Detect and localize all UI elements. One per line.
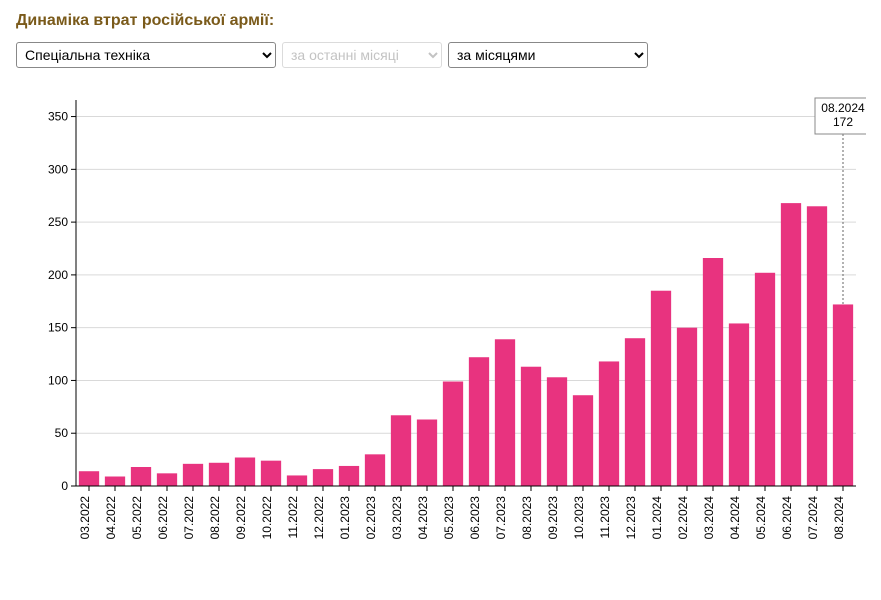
- bar[interactable]: [131, 467, 151, 486]
- y-axis-label: 50: [55, 426, 69, 440]
- chart-container: 0 50 100 150 200 250 300 350 03.2022 04.2022 05.20…: [16, 86, 866, 576]
- x-axis-label: 03.2024: [702, 496, 716, 540]
- x-axis-label: 01.2023: [338, 496, 352, 540]
- bar[interactable]: [339, 466, 359, 486]
- controls-row: Спеціальна техніка за останні місяці за …: [16, 42, 865, 68]
- grouping-select[interactable]: за місяцями: [448, 42, 648, 68]
- bar[interactable]: [599, 361, 619, 486]
- tooltip-text: 172: [833, 115, 853, 129]
- x-axis-label: 05.2022: [130, 496, 144, 540]
- x-axis-label: 09.2023: [546, 496, 560, 540]
- y-axis-label: 150: [48, 321, 68, 335]
- bar[interactable]: [443, 382, 463, 487]
- x-axis-label: 02.2023: [364, 496, 378, 540]
- bar[interactable]: [365, 454, 385, 486]
- bar[interactable]: [261, 461, 281, 486]
- x-axis-label: 09.2022: [234, 496, 248, 540]
- x-axis-label: 11.2022: [286, 496, 300, 539]
- x-axis-label: 10.2023: [572, 496, 586, 540]
- y-axis-label: 100: [48, 373, 68, 387]
- page-title: Динаміка втрат російської армії:: [16, 12, 865, 30]
- x-axis-label: 12.2022: [312, 496, 326, 540]
- bar[interactable]: [495, 339, 515, 486]
- bar[interactable]: [417, 420, 437, 487]
- bar[interactable]: [521, 367, 541, 486]
- bar[interactable]: [677, 328, 697, 486]
- x-axis-label: 05.2024: [754, 496, 768, 540]
- y-axis-label: 200: [48, 268, 68, 282]
- bar[interactable]: [807, 206, 827, 486]
- x-axis-label: 07.2023: [494, 496, 508, 540]
- y-axis-label: 250: [48, 215, 68, 229]
- x-axis-label: 10.2022: [260, 496, 274, 540]
- bar[interactable]: [573, 395, 593, 486]
- bar-chart: 0 50 100 150 200 250 300 350 03.2022 04.2022 05.20…: [16, 86, 866, 576]
- y-axis-label: 0: [61, 479, 68, 493]
- bar[interactable]: [105, 477, 125, 487]
- bar[interactable]: [755, 273, 775, 486]
- x-axis-label: 07.2022: [182, 496, 196, 540]
- x-axis-label: 08.2023: [520, 496, 534, 540]
- bar[interactable]: [625, 338, 645, 486]
- period-select: за останні місяці: [282, 42, 442, 68]
- bar[interactable]: [287, 475, 307, 486]
- y-axis-label: 300: [48, 162, 68, 176]
- x-axis-label: 07.2024: [806, 496, 820, 540]
- bar[interactable]: [781, 203, 801, 486]
- x-axis-label: 08.2022: [208, 496, 222, 540]
- bar[interactable]: [729, 323, 749, 486]
- x-axis-label: 02.2024: [676, 496, 690, 540]
- x-axis-label: 08.2024: [832, 496, 846, 540]
- x-axis-label: 06.2024: [780, 496, 794, 540]
- x-axis-label: 12.2023: [624, 496, 638, 540]
- bar[interactable]: [703, 258, 723, 486]
- bar[interactable]: [651, 291, 671, 486]
- bar[interactable]: [469, 357, 489, 486]
- x-axis-label: 01.2024: [650, 496, 664, 540]
- x-axis-label: 06.2022: [156, 496, 170, 540]
- bar[interactable]: [157, 473, 177, 486]
- x-axis-label: 06.2023: [468, 496, 482, 540]
- bar[interactable]: [79, 471, 99, 486]
- y-axis-label: 350: [48, 110, 68, 124]
- bar[interactable]: [235, 458, 255, 487]
- bar[interactable]: [209, 463, 229, 486]
- bar[interactable]: [391, 415, 411, 486]
- bar[interactable]: [547, 377, 567, 486]
- x-axis-label: 05.2023: [442, 496, 456, 540]
- x-axis-label: 03.2023: [390, 496, 404, 540]
- x-axis-label: 04.2024: [728, 496, 742, 540]
- category-select[interactable]: Спеціальна техніка: [16, 42, 276, 68]
- tooltip-text: 08.2024: [821, 101, 865, 115]
- bar[interactable]: [183, 464, 203, 486]
- x-axis-label: 03.2022: [78, 496, 92, 540]
- bar[interactable]: [833, 304, 853, 486]
- bar[interactable]: [313, 469, 333, 486]
- x-axis-label: 04.2022: [104, 496, 118, 540]
- x-axis-label: 04.2023: [416, 496, 430, 540]
- x-axis-label: 11.2023: [598, 496, 612, 539]
